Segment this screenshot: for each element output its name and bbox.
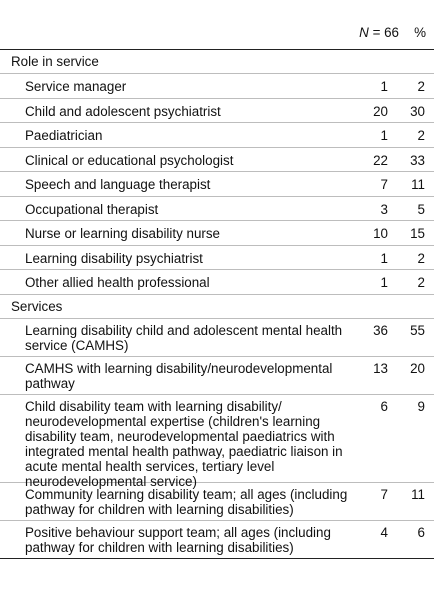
row-percent: 2 bbox=[417, 250, 425, 266]
table-header: N = 66 % bbox=[0, 0, 434, 50]
row-label: Clinical or educational psychologist bbox=[25, 152, 234, 168]
row-count: 22 bbox=[373, 152, 388, 168]
table-row: Occupational therapist 3 5 bbox=[0, 197, 434, 221]
row-label: Child and adolescent psychiatrist bbox=[25, 103, 221, 119]
row-count: 13 bbox=[373, 360, 388, 376]
row-label: Speech and language therapist bbox=[25, 177, 211, 192]
row-percent: 55 bbox=[410, 322, 425, 338]
row-percent: 20 bbox=[410, 360, 425, 376]
row-label: Child disability team with learning disa… bbox=[25, 398, 343, 489]
row-label: Occupational therapist bbox=[25, 201, 159, 217]
header-percent: % bbox=[414, 25, 426, 40]
row-percent: 9 bbox=[417, 398, 425, 414]
row-label: Learning disability child and adolescent… bbox=[25, 322, 343, 353]
row-percent: 2 bbox=[417, 128, 425, 143]
header-n-symbol: N bbox=[359, 25, 369, 40]
section-title: Role in service bbox=[11, 54, 99, 69]
row-percent: 6 bbox=[417, 524, 425, 540]
table-row: Learning disability child and adolescent… bbox=[0, 319, 434, 357]
table-row: Positive behaviour support team; all age… bbox=[0, 521, 434, 559]
row-percent: 2 bbox=[417, 79, 425, 94]
row-count: 36 bbox=[373, 322, 388, 338]
row-label: Positive behaviour support team; all age… bbox=[25, 524, 331, 555]
row-count: 7 bbox=[380, 486, 388, 502]
row-count: 1 bbox=[380, 250, 388, 266]
table-row: Other allied health professional 1 2 bbox=[0, 270, 434, 295]
table-row: CAMHS with learning disability/neurodeve… bbox=[0, 357, 434, 395]
header-n: N = 66 bbox=[359, 25, 399, 40]
row-label: CAMHS with learning disability/neurodeve… bbox=[25, 360, 333, 391]
table-row: Service manager 1 2 bbox=[0, 74, 434, 99]
row-count: 10 bbox=[373, 226, 388, 241]
row-percent: 5 bbox=[417, 201, 425, 217]
row-percent: 15 bbox=[410, 226, 425, 241]
row-label: Nurse or learning disability nurse bbox=[25, 226, 221, 241]
row-count: 1 bbox=[380, 275, 388, 290]
row-label: Learning disability psychiatrist bbox=[25, 250, 203, 266]
row-count: 20 bbox=[373, 103, 388, 119]
row-percent: 33 bbox=[410, 152, 425, 168]
section-heading-services: Services bbox=[0, 295, 434, 319]
table-row: Child disability team with learning disa… bbox=[0, 395, 434, 489]
survey-table: N = 66 % Role in service Service manager… bbox=[0, 0, 434, 559]
table-row: Community learning disability team; all … bbox=[0, 483, 434, 521]
row-label: Community learning disability team; all … bbox=[25, 486, 348, 517]
table-row: Nurse or learning disability nurse 10 15 bbox=[0, 221, 434, 246]
row-count: 4 bbox=[380, 524, 388, 540]
table-row: Child and adolescent psychiatrist 20 30 bbox=[0, 99, 434, 123]
table-row: Speech and language therapist 7 11 bbox=[0, 172, 434, 197]
row-label: Paediatrician bbox=[25, 128, 103, 143]
row-count: 6 bbox=[380, 398, 388, 414]
header-n-value: = 66 bbox=[368, 25, 399, 40]
row-percent: 2 bbox=[417, 275, 425, 290]
table-row: Learning disability psychiatrist 1 2 bbox=[0, 246, 434, 270]
section-heading-role: Role in service bbox=[0, 50, 434, 74]
row-count: 1 bbox=[380, 79, 388, 94]
row-count: 3 bbox=[380, 201, 388, 217]
row-count: 7 bbox=[380, 177, 388, 192]
row-percent: 11 bbox=[411, 486, 425, 502]
table-row: Clinical or educational psychologist 22 … bbox=[0, 148, 434, 172]
table-row: Paediatrician 1 2 bbox=[0, 123, 434, 148]
row-percent: 30 bbox=[410, 103, 425, 119]
row-label: Other allied health professional bbox=[25, 275, 210, 290]
row-count: 1 bbox=[380, 128, 388, 143]
row-label: Service manager bbox=[25, 79, 127, 94]
row-percent: 11 bbox=[411, 177, 425, 192]
section-title: Services bbox=[11, 298, 63, 314]
